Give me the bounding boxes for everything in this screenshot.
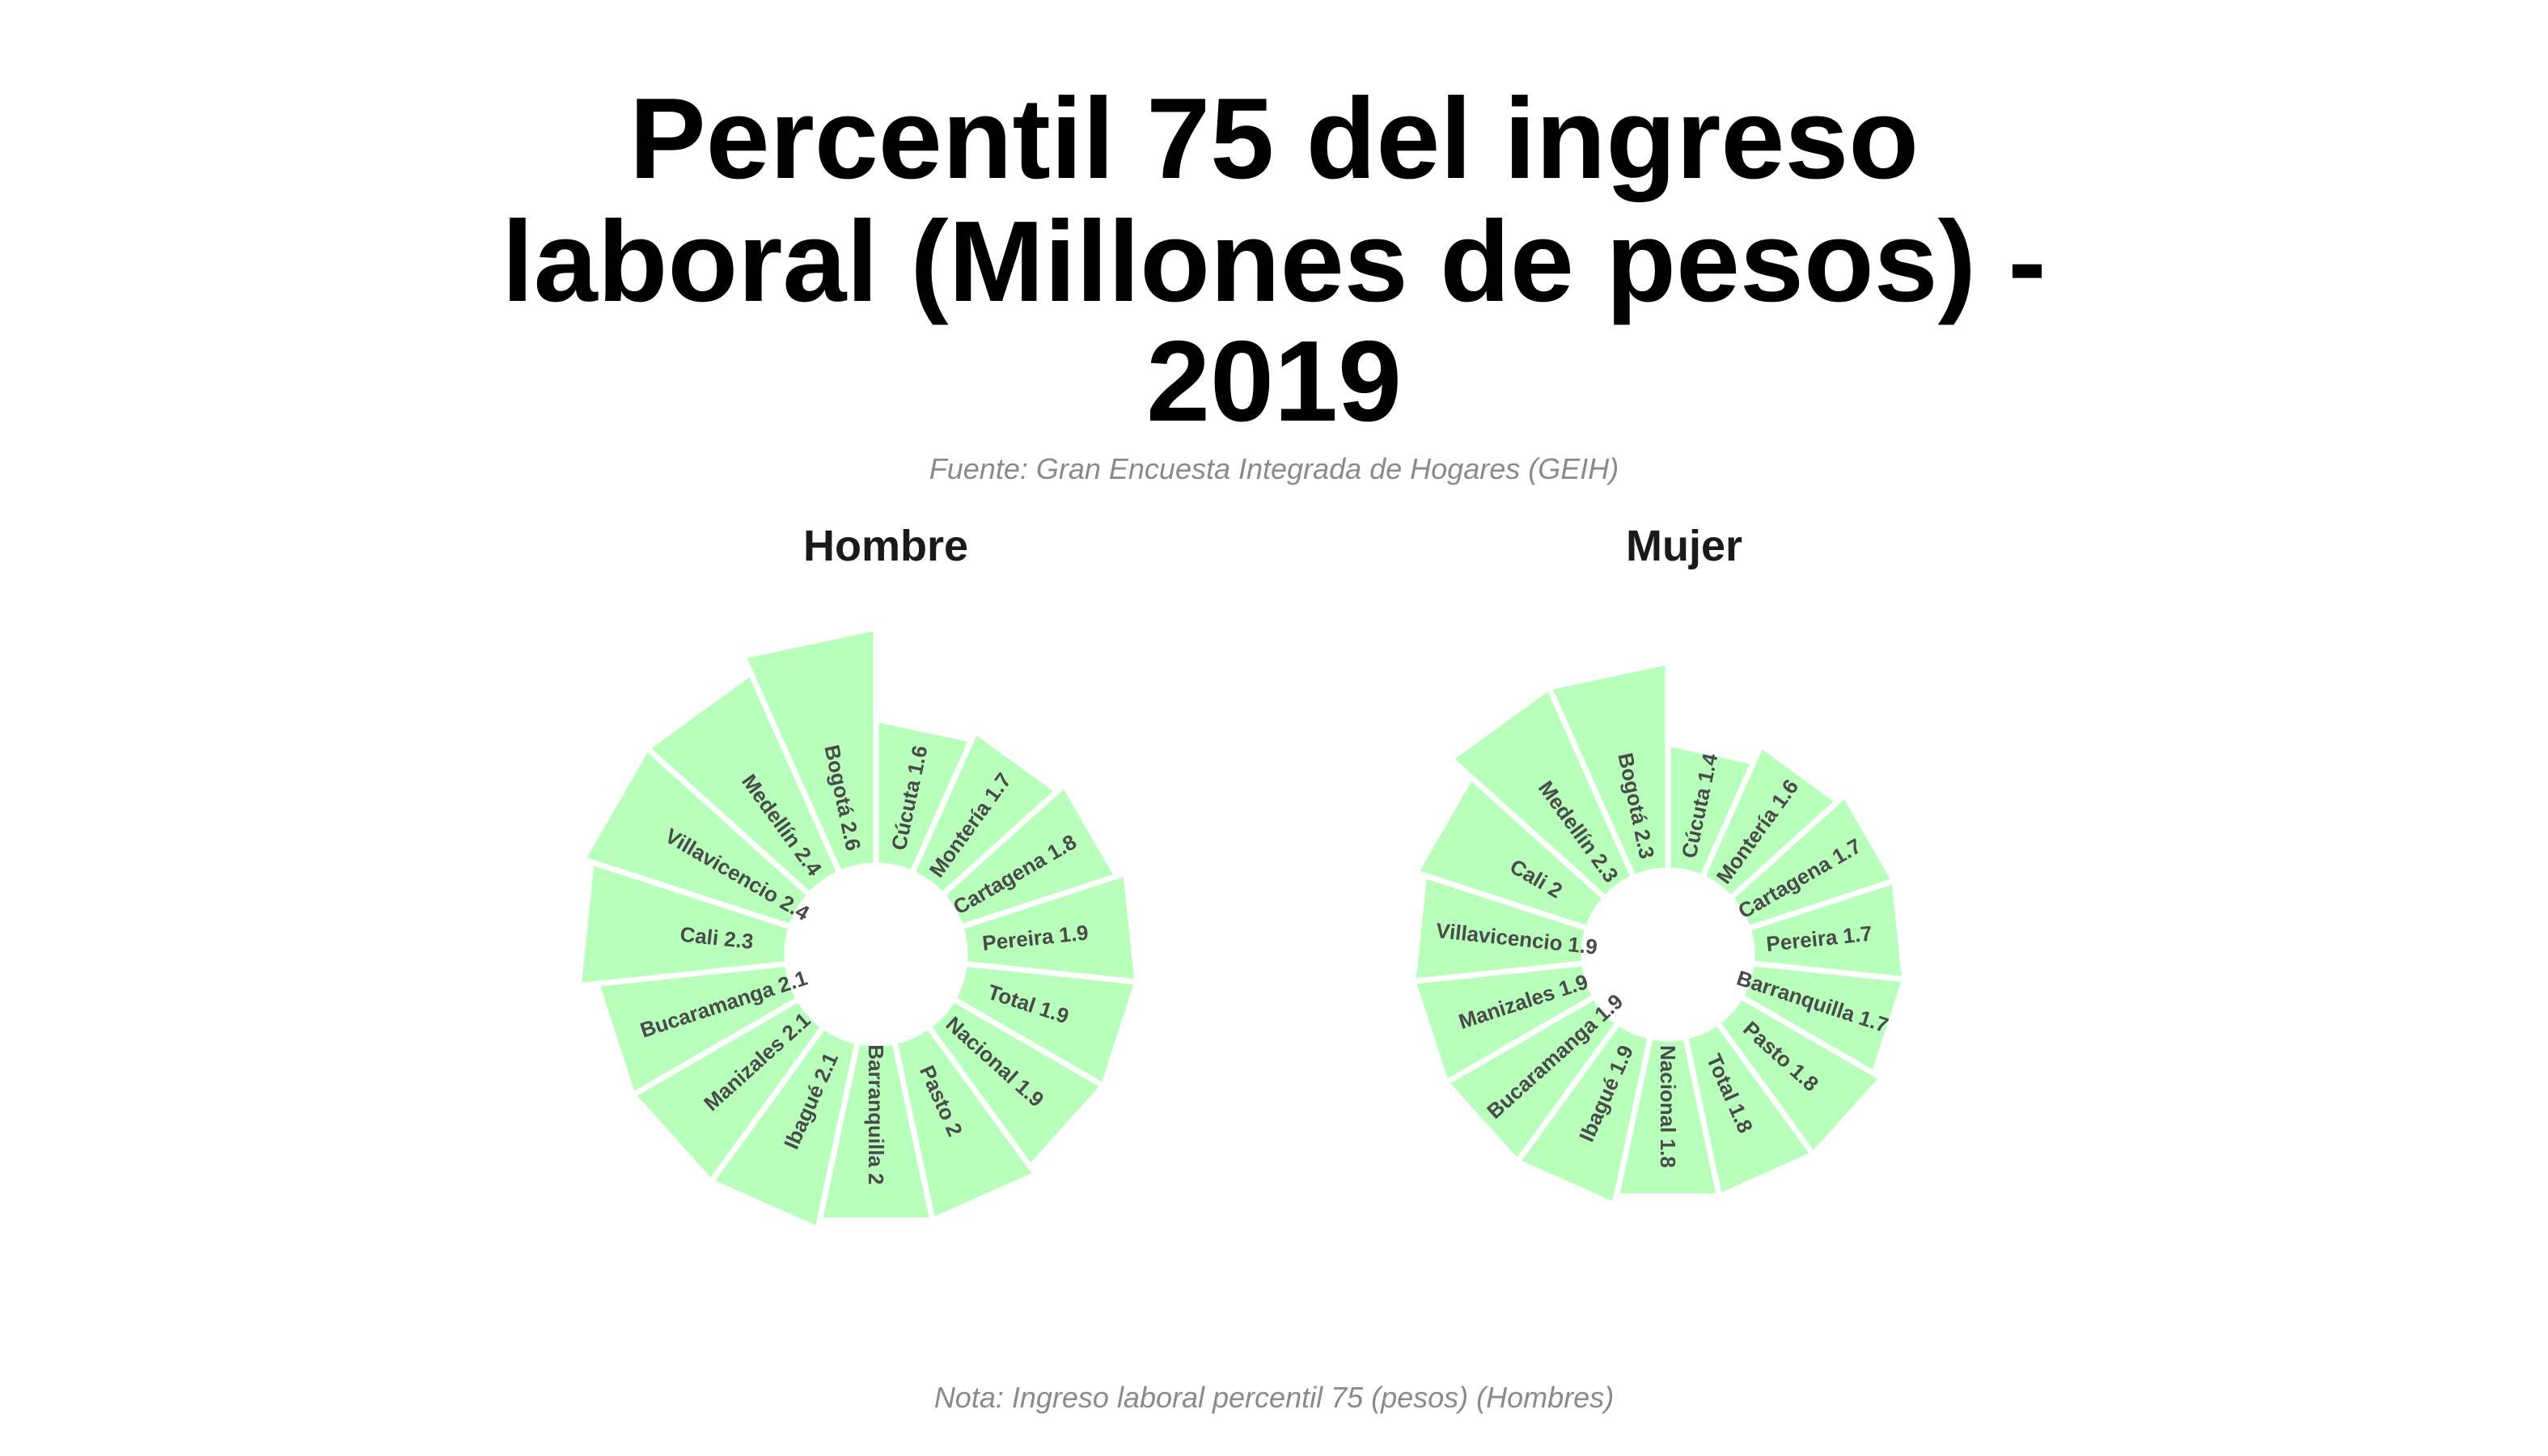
bars-hombre bbox=[575, 624, 1141, 1234]
bar-monteria bbox=[1698, 740, 1843, 903]
bar-label-nacional: Nacional 1.8 bbox=[1656, 1045, 1680, 1168]
chart-title-line-1: Percentil 75 del ingreso bbox=[629, 74, 1919, 203]
bar-bogota bbox=[739, 624, 879, 878]
bar-bucaramanga bbox=[592, 960, 803, 1099]
bar-total bbox=[1682, 1018, 1818, 1200]
bar-barranquilla bbox=[1737, 960, 1909, 1078]
bar-cali bbox=[575, 858, 795, 989]
bar-cucuta bbox=[873, 715, 976, 878]
bar-pasto bbox=[1713, 993, 1887, 1159]
chart-title-line-3: 2019 bbox=[1146, 317, 1402, 446]
bar-monteria bbox=[908, 726, 1063, 899]
chart-title-line-2: laboral (Millones de pesos) - bbox=[502, 197, 2046, 326]
panel-title-mujer: Mujer bbox=[1626, 522, 1742, 570]
bar-villavicencio bbox=[578, 743, 815, 931]
chart-source: Fuente: Gran Encuesta Integrada de Hogar… bbox=[929, 452, 1619, 485]
chart-note: Nota: Ingreso laboral percentil 75 (peso… bbox=[934, 1381, 1614, 1414]
bar-label-barranquilla: Barranquilla 2 bbox=[864, 1044, 888, 1184]
chart-header: Percentil 75 del ingreso laboral (Millon… bbox=[502, 74, 2046, 485]
panel-title-hombre: Hombre bbox=[803, 522, 968, 570]
bar-bucaramanga bbox=[1441, 993, 1623, 1166]
bar-medellin bbox=[642, 668, 844, 899]
bar-medellin bbox=[1445, 683, 1638, 903]
bar-barranquilla bbox=[815, 1038, 937, 1224]
bar-manizales bbox=[1409, 960, 1599, 1087]
bar-cali bbox=[1411, 772, 1610, 933]
bar-villavicencio bbox=[1410, 871, 1592, 985]
bar-cartagena bbox=[938, 780, 1122, 931]
bar-nacional bbox=[924, 995, 1108, 1172]
bar-pasto bbox=[891, 1022, 1040, 1225]
bar-ibague bbox=[706, 1022, 861, 1234]
bar-manizales bbox=[628, 995, 828, 1187]
bars-mujer bbox=[1409, 658, 1909, 1209]
bar-total bbox=[949, 960, 1141, 1090]
bar-cucuta bbox=[1665, 739, 1759, 882]
bar-ibague bbox=[1513, 1018, 1654, 1209]
bar-pereira bbox=[957, 869, 1141, 985]
bar-bogota bbox=[1544, 658, 1671, 882]
bar-pereira bbox=[1744, 877, 1908, 983]
bar-cartagena bbox=[1726, 790, 1899, 933]
